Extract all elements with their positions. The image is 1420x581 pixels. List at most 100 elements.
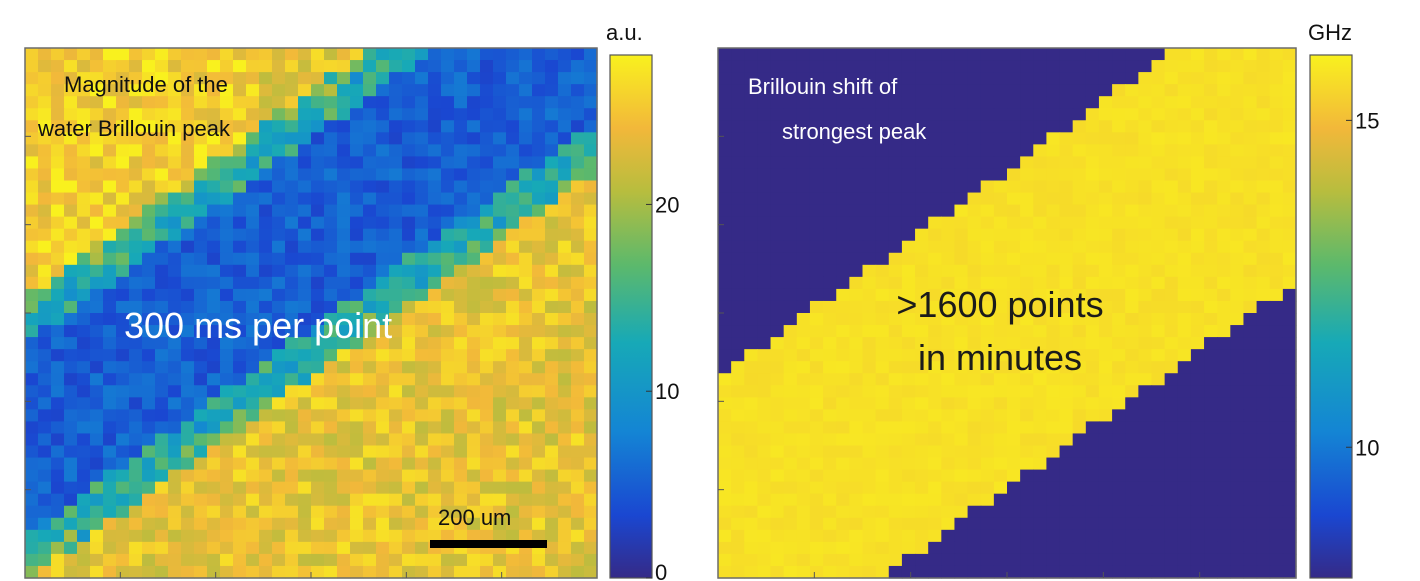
heatmap-cell — [441, 325, 455, 338]
heatmap-cell — [809, 385, 824, 398]
heatmap-cell — [1256, 48, 1271, 61]
heatmap-cell — [1256, 385, 1271, 398]
heatmap-cell — [298, 397, 312, 410]
heatmap-cell — [272, 445, 286, 459]
heatmap-cell — [571, 457, 585, 471]
heatmap-cell — [862, 361, 877, 374]
heatmap-cell — [993, 288, 1008, 302]
heatmap-cell — [875, 433, 890, 447]
heatmap-cell — [324, 313, 338, 326]
heatmap-cell — [350, 457, 364, 471]
heatmap-cell — [1269, 421, 1284, 435]
heatmap-cell — [1217, 120, 1231, 133]
heatmap-cell — [928, 541, 942, 555]
heatmap-cell — [1256, 565, 1271, 579]
heatmap-cell — [285, 505, 299, 519]
heatmap-cell — [1256, 313, 1271, 326]
heatmap-cell — [571, 264, 585, 278]
heatmap-cell — [558, 421, 572, 435]
heatmap-cell — [1177, 288, 1192, 302]
heatmap-cell — [51, 469, 65, 483]
heatmap-cell — [770, 325, 785, 338]
heatmap-cell — [1230, 325, 1245, 338]
heatmap-cell — [875, 276, 890, 290]
heatmap-cell — [441, 72, 455, 85]
heatmap-cell — [901, 216, 916, 230]
heatmap-cell — [1282, 252, 1297, 266]
heatmap-cell — [915, 385, 929, 398]
heatmap-cell — [1230, 409, 1245, 423]
heatmap-cell — [285, 60, 299, 73]
heatmap-cell — [888, 337, 903, 350]
heatmap-cell — [1112, 433, 1126, 447]
heatmap-cell — [233, 132, 247, 145]
heatmap-cell — [363, 228, 377, 242]
heatmap-cell — [1177, 325, 1192, 338]
heatmap-cell — [862, 397, 877, 410]
heatmap-cell — [77, 216, 91, 230]
heatmap-cell — [783, 397, 798, 410]
heatmap-cell — [1112, 313, 1126, 326]
heatmap-cell — [480, 493, 494, 507]
heatmap-cell — [402, 252, 416, 266]
heatmap-cell — [467, 48, 481, 61]
heatmap-cell — [324, 409, 338, 423]
heatmap-cell — [467, 337, 481, 350]
heatmap-cell — [1151, 373, 1166, 386]
heatmap-cell — [928, 72, 942, 85]
heatmap-cell — [731, 481, 745, 495]
heatmap-cell — [1164, 373, 1179, 386]
heatmap-cell — [142, 156, 156, 170]
heatmap-cell — [1059, 264, 1074, 278]
heatmap-cell — [415, 337, 429, 350]
heatmap-cell — [77, 276, 91, 290]
heatmap-cell — [77, 469, 91, 483]
heatmap-cell — [402, 156, 416, 170]
heatmap-cell — [993, 361, 1008, 374]
heatmap-cell — [796, 457, 811, 471]
heatmap-cell — [849, 409, 864, 423]
heatmap-cell — [928, 84, 942, 97]
heatmap-cell — [454, 445, 468, 459]
heatmap-cell — [233, 168, 247, 182]
heatmap-cell — [1125, 108, 1139, 121]
heatmap-cell — [1072, 180, 1087, 194]
heatmap-cell — [1190, 373, 1205, 386]
heatmap-cell — [1112, 409, 1126, 423]
heatmap-cell — [823, 252, 837, 266]
heatmap-cell — [1020, 517, 1034, 531]
heatmap-cell — [25, 276, 39, 290]
heatmap-cell — [1020, 60, 1034, 73]
right-overlay-line-1: >1600 points — [896, 284, 1103, 325]
heatmap-cell — [480, 156, 494, 170]
heatmap-cell — [493, 108, 507, 121]
heatmap-cell — [1217, 264, 1231, 278]
heatmap-cell — [233, 409, 247, 423]
heatmap-cell — [64, 349, 78, 362]
heatmap-cell — [1269, 457, 1284, 471]
heatmap-cell — [51, 72, 65, 85]
heatmap-cell — [836, 337, 850, 350]
heatmap-cell — [1151, 529, 1166, 543]
heatmap-cell — [849, 385, 864, 398]
heatmap-cell — [1243, 481, 1258, 495]
heatmap-cell — [1164, 445, 1179, 459]
heatmap-cell — [993, 445, 1008, 459]
heatmap-cell — [90, 252, 104, 266]
heatmap-cell — [1164, 313, 1179, 326]
heatmap-cell — [731, 264, 745, 278]
heatmap-cell — [1269, 337, 1284, 350]
heatmap-cell — [731, 204, 745, 218]
heatmap-cell — [1033, 108, 1048, 121]
heatmap-cell — [862, 132, 877, 145]
heatmap-cell — [584, 120, 598, 133]
heatmap-cell — [337, 457, 351, 471]
heatmap-cell — [584, 457, 598, 471]
heatmap-cell — [849, 565, 864, 579]
heatmap-cell — [181, 373, 195, 386]
heatmap-cell — [584, 373, 598, 386]
heatmap-cell — [402, 397, 416, 410]
heatmap-cell — [915, 505, 929, 519]
heatmap-cell — [376, 337, 390, 350]
heatmap-cell — [796, 313, 811, 326]
